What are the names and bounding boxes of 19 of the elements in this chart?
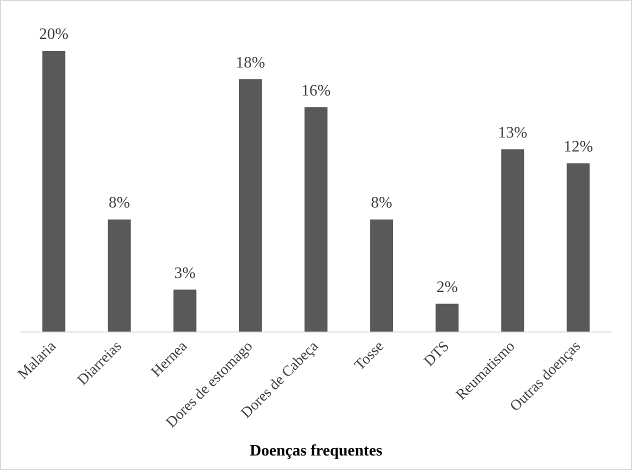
- bar: [436, 304, 459, 332]
- bar: [566, 163, 590, 332]
- bar: [108, 219, 131, 332]
- data-label: 18%: [236, 54, 266, 72]
- data-label: 3%: [174, 264, 196, 282]
- bar: [238, 79, 262, 332]
- bar: [370, 219, 394, 332]
- bar: [501, 149, 524, 332]
- x-axis-title: Doenças frequentes: [250, 442, 382, 460]
- data-label: 12%: [564, 138, 593, 156]
- data-label: 16%: [301, 82, 331, 100]
- bar: [42, 51, 66, 332]
- bar: [173, 290, 196, 332]
- data-label: 8%: [108, 194, 130, 212]
- data-label: 2%: [436, 278, 458, 296]
- data-label: 20%: [39, 26, 68, 44]
- data-label: 8%: [370, 194, 392, 212]
- bar: [304, 107, 328, 332]
- data-label: 13%: [498, 124, 528, 142]
